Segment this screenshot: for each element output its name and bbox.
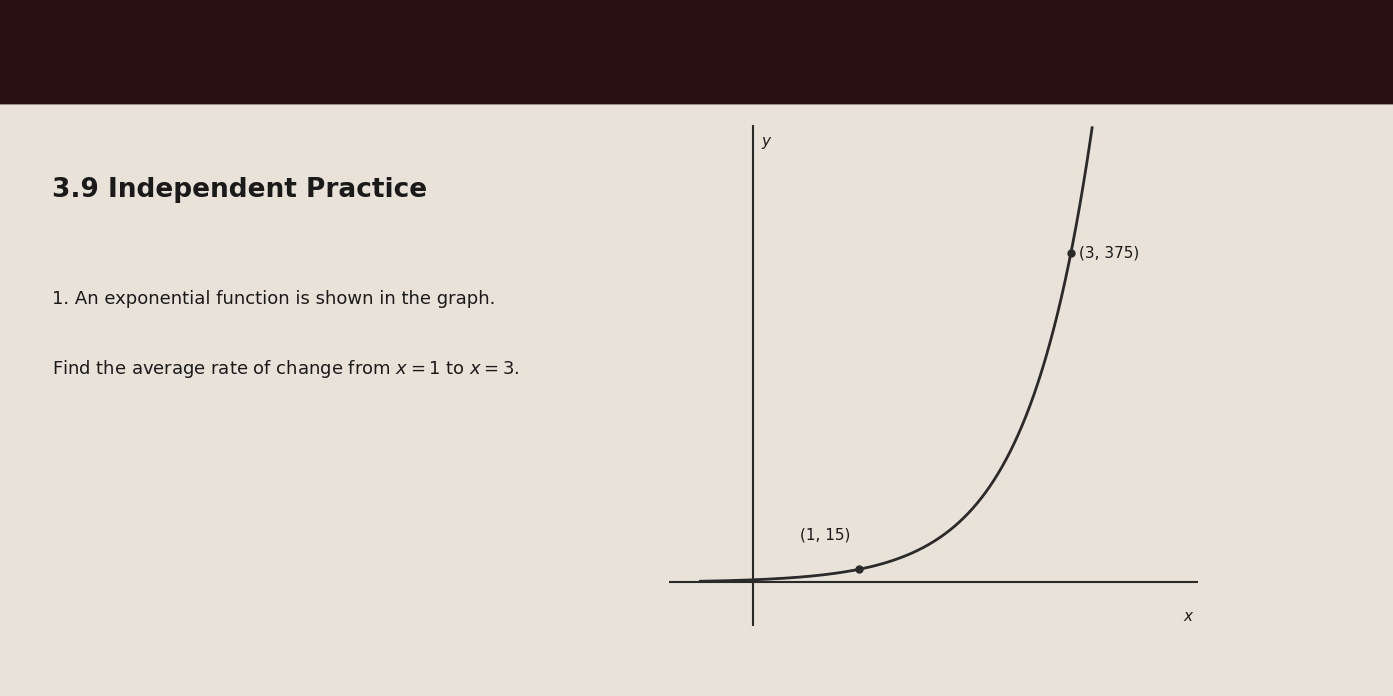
Bar [0, 0, 1393, 125]
Text: x: x [1184, 609, 1192, 624]
Polygon shape [0, 111, 1393, 696]
Text: y: y [762, 134, 770, 149]
Text: (3, 375): (3, 375) [1080, 245, 1139, 260]
Text: 1. An exponential function is shown in the graph.: 1. An exponential function is shown in t… [53, 290, 496, 308]
Text: (1, 15): (1, 15) [801, 528, 851, 543]
FancyBboxPatch shape [0, 104, 1393, 696]
Text: Find the average rate of change from $x = 1$ to $x = 3$.: Find the average rate of change from $x … [53, 358, 520, 380]
Text: 3.9 Independent Practice: 3.9 Independent Practice [53, 177, 428, 203]
